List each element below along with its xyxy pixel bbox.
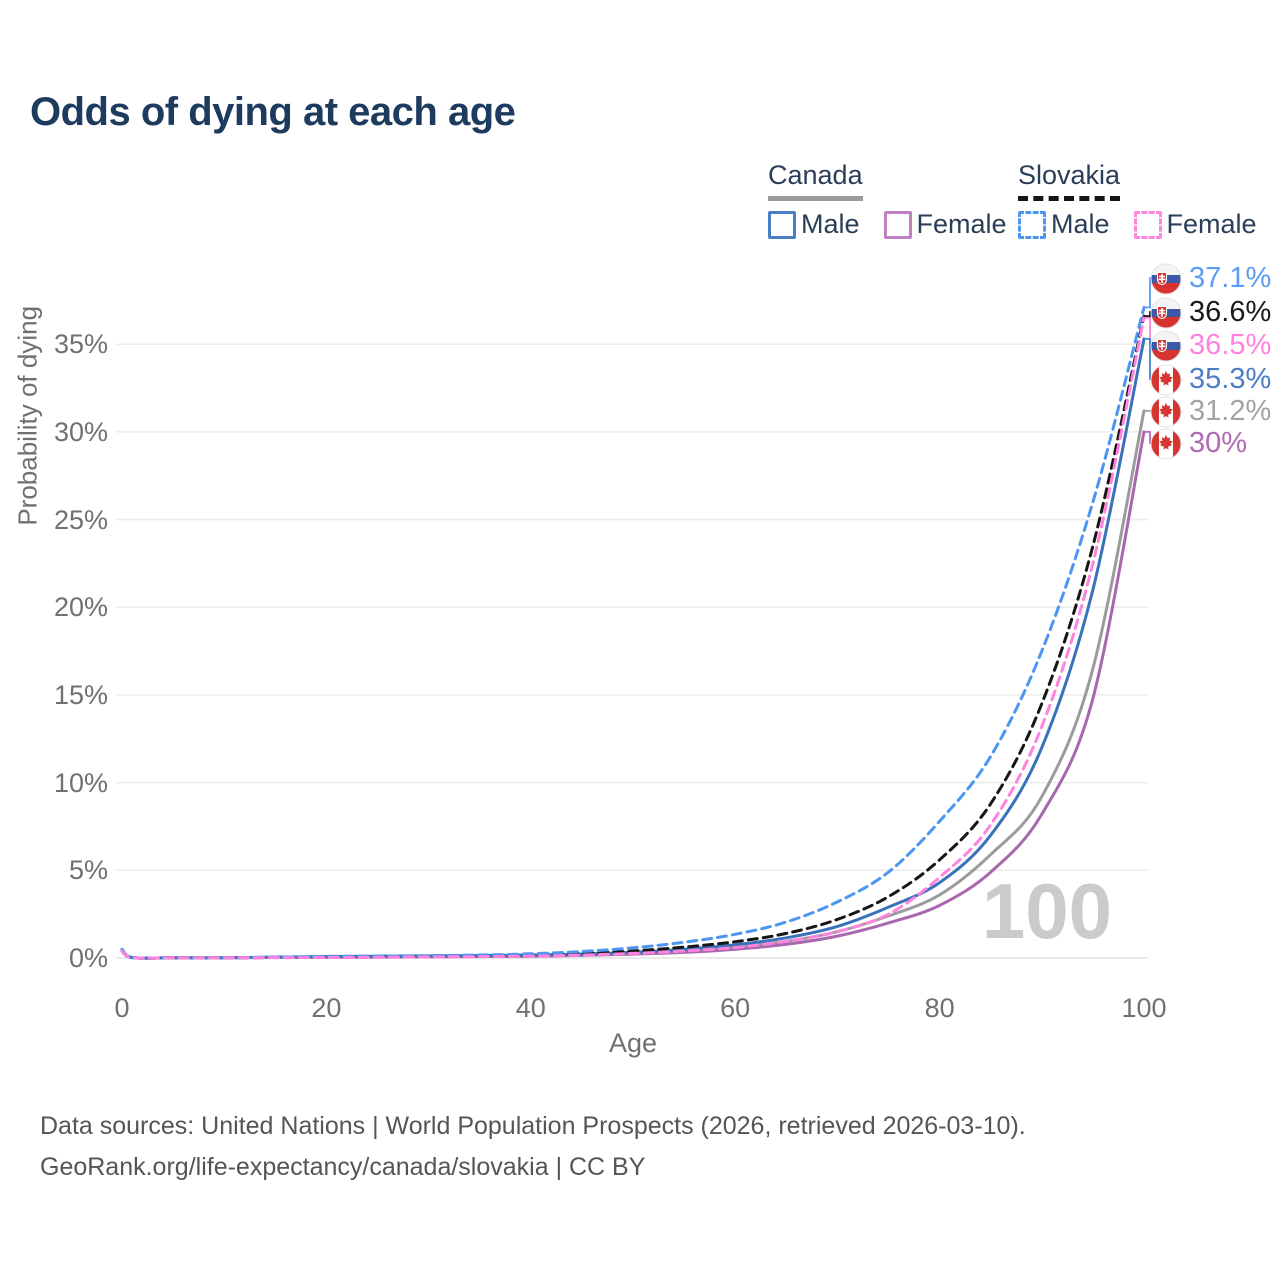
slovakia-flag-icon xyxy=(1150,330,1182,361)
y-tick-label: 30% xyxy=(53,416,108,447)
end-label-slovakia-female: 36.5% xyxy=(1150,329,1271,362)
x-axis-title: Age xyxy=(608,1028,658,1058)
legend-item-label: Male xyxy=(1051,209,1110,239)
end-label-value: 37.1% xyxy=(1189,262,1272,294)
end-label-value: 31.2% xyxy=(1189,395,1272,427)
legend-item-label: Male xyxy=(801,209,860,239)
x-tick-label: 20 xyxy=(311,993,342,1023)
x-tick-label: 0 xyxy=(114,993,130,1023)
canada-flag-icon xyxy=(1150,396,1182,427)
series-line-slovakia-female xyxy=(120,316,1146,960)
series-line-canada-all xyxy=(120,409,1146,960)
legend-group-slovakia: Slovakia Male Female xyxy=(1018,160,1257,240)
end-label-value: 30% xyxy=(1189,427,1248,459)
slovakia-flag-icon xyxy=(1150,297,1182,328)
legend-group-title-canada: Canada xyxy=(768,160,863,201)
gridlines xyxy=(116,343,1148,959)
canada-flag-icon xyxy=(1150,428,1182,459)
canada-flag-icon xyxy=(1150,364,1182,395)
y-tick-label: 35% xyxy=(53,329,108,360)
y-tick-label: 5% xyxy=(68,855,108,886)
end-label-canada-male: 35.3% xyxy=(1150,363,1271,396)
y-tick-label: 10% xyxy=(53,767,108,798)
x-tick-label: 60 xyxy=(720,993,751,1023)
end-label-slovakia-all: 36.6% xyxy=(1150,296,1271,329)
y-tick-label: 25% xyxy=(53,504,108,535)
legend-item-slovakia-male[interactable]: Male xyxy=(1018,209,1110,240)
legend-item-label: Female xyxy=(1166,209,1257,239)
end-label-slovakia-male: 37.1% xyxy=(1150,262,1271,295)
footer-sources: Data sources: United Nations | World Pop… xyxy=(40,1112,1026,1140)
end-label-canada-female: 30% xyxy=(1150,427,1247,460)
end-label-value: 36.5% xyxy=(1189,329,1272,361)
y-tick-label: 0% xyxy=(68,943,108,973)
series-line-slovakia-all xyxy=(120,314,1146,960)
legend-checkbox-slovakia-male[interactable] xyxy=(1018,210,1046,239)
x-tick-label: 80 xyxy=(924,993,955,1023)
legend-item-canada-female[interactable]: Female xyxy=(883,209,1007,240)
end-label-canada-all: 31.2% xyxy=(1150,395,1271,428)
slovakia-flag-icon xyxy=(1150,263,1182,294)
end-label-value: 36.6% xyxy=(1189,296,1272,328)
legend-checkbox-canada-female[interactable] xyxy=(883,210,912,239)
y-tick-label: 15% xyxy=(53,679,108,710)
footer: Data sources: United Nations | World Pop… xyxy=(40,1106,1026,1188)
y-tick-label: 20% xyxy=(53,592,108,623)
legend-item-label: Female xyxy=(916,209,1007,239)
age-watermark: 100 xyxy=(981,867,1112,955)
end-label-value: 35.3% xyxy=(1189,363,1272,395)
legend-group-title-slovakia: Slovakia xyxy=(1018,160,1121,201)
x-tick-label: 100 xyxy=(1121,993,1167,1023)
legend-item-slovakia-female[interactable]: Female xyxy=(1133,209,1257,240)
legend-item-canada-male[interactable]: Male xyxy=(768,209,860,240)
legend-checkbox-canada-male[interactable] xyxy=(768,210,796,239)
legend-group-canada: Canada Male Female xyxy=(768,160,1007,240)
series-line-slovakia-male xyxy=(120,305,1146,960)
x-tick-label: 40 xyxy=(515,993,546,1023)
footer-attribution: GeoRank.org/life-expectancy/canada/slova… xyxy=(40,1153,646,1181)
series-lines xyxy=(120,305,1146,960)
page-title: Odds of dying at each age xyxy=(30,90,516,134)
legend-checkbox-slovakia-female[interactable] xyxy=(1133,210,1162,239)
